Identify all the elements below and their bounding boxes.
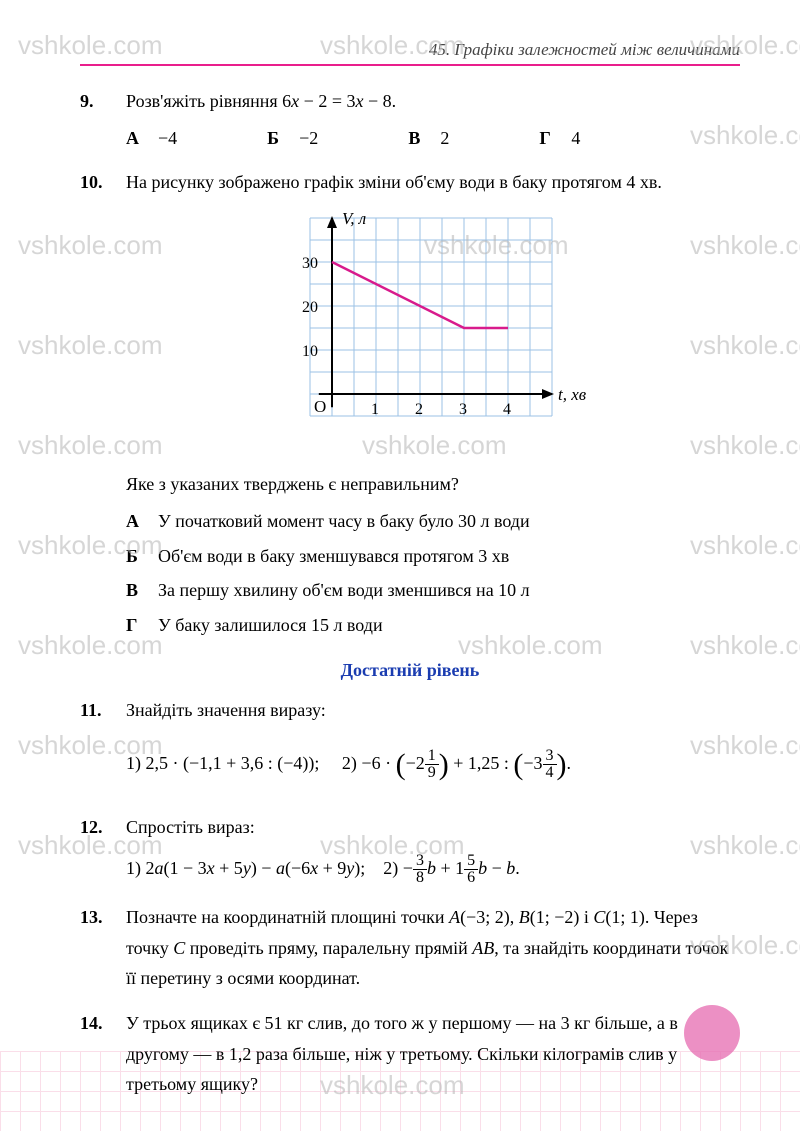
option-b: Об'єм води в баку зменшувався протягом 3…	[158, 541, 509, 572]
question-10: 10. На рисунку зображено графік зміни об…	[80, 167, 740, 644]
question-number: 9.	[80, 86, 108, 153]
question-number: 14.	[80, 1008, 108, 1100]
question-number: 11.	[80, 695, 108, 798]
item-2: 2) −6 · (−219) + 1,25 : (−334).	[342, 753, 571, 773]
header-rule	[80, 64, 740, 66]
svg-text:O: O	[314, 397, 326, 416]
item-1: 1) 2,5 · (−1,1 + 3,6 : (−4));	[126, 753, 319, 773]
question-number: 10.	[80, 167, 108, 644]
question-text: Спростіть вираз:	[126, 812, 740, 843]
svg-text:4: 4	[503, 401, 511, 418]
question-number: 12.	[80, 812, 108, 888]
option-c: 2	[440, 123, 449, 154]
svg-text:1: 1	[371, 401, 379, 418]
question-13: 13. Позначте на координатній площині точ…	[80, 902, 740, 994]
section-title: Достатній рівень	[80, 660, 740, 681]
svg-text:2: 2	[415, 401, 423, 418]
option-a: −4	[158, 123, 177, 154]
svg-text:t, хв: t, хв	[558, 385, 587, 404]
item-1: 1) 2a(1 − 3x + 5y) − a(−6x + 9y);	[126, 858, 365, 878]
answer-options: А−4 Б−2 В2 Г4	[126, 123, 740, 154]
volume-time-chart: V, л t, хв O 1 2 3 4 10 20 30	[264, 208, 602, 446]
question-text: Позначте на координатній площині точки A…	[126, 902, 740, 994]
question-9: 9. Розв'яжіть рівняння 6x − 2 = 3x − 8. …	[80, 86, 740, 153]
question-text: На рисунку зображено графік зміни об'єму…	[126, 167, 740, 198]
question-subtext: Яке з указаних тверджень є неправильним?	[126, 469, 740, 500]
question-text: У трьох ящиках є 51 кг слив, до того ж у…	[126, 1008, 740, 1100]
option-c: За першу хвилину об'єм води зменшився на…	[158, 575, 530, 606]
question-number: 13.	[80, 902, 108, 994]
question-12: 12. Спростіть вираз: 1) 2a(1 − 3x + 5y) …	[80, 812, 740, 888]
question-text: Знайдіть значення виразу:	[126, 695, 740, 726]
question-11: 11. Знайдіть значення виразу: 1) 2,5 · (…	[80, 695, 740, 798]
svg-text:20: 20	[302, 299, 318, 316]
svg-text:30: 30	[302, 255, 318, 272]
option-b: −2	[299, 123, 318, 154]
option-a: У початковий момент часу в баку було 30 …	[158, 506, 530, 537]
question-text: Розв'яжіть рівняння 6x − 2 = 3x − 8.	[126, 86, 740, 117]
option-d: 4	[571, 123, 580, 154]
svg-text:10: 10	[302, 343, 318, 360]
item-2: 2) −38b + 156b − b.	[383, 858, 519, 878]
svg-text:3: 3	[459, 401, 467, 418]
option-d: У баку залишилося 15 л води	[158, 610, 383, 641]
chart-container: V, л t, хв O 1 2 3 4 10 20 30	[126, 208, 740, 456]
question-14: 14. У трьох ящиках є 51 кг слив, до того…	[80, 1008, 740, 1100]
page-content: 45. Графіки залежностей між величинами 9…	[0, 0, 800, 1134]
chapter-title: 45. Графіки залежностей між величинами	[80, 40, 740, 60]
svg-text:V, л: V, л	[342, 209, 366, 228]
